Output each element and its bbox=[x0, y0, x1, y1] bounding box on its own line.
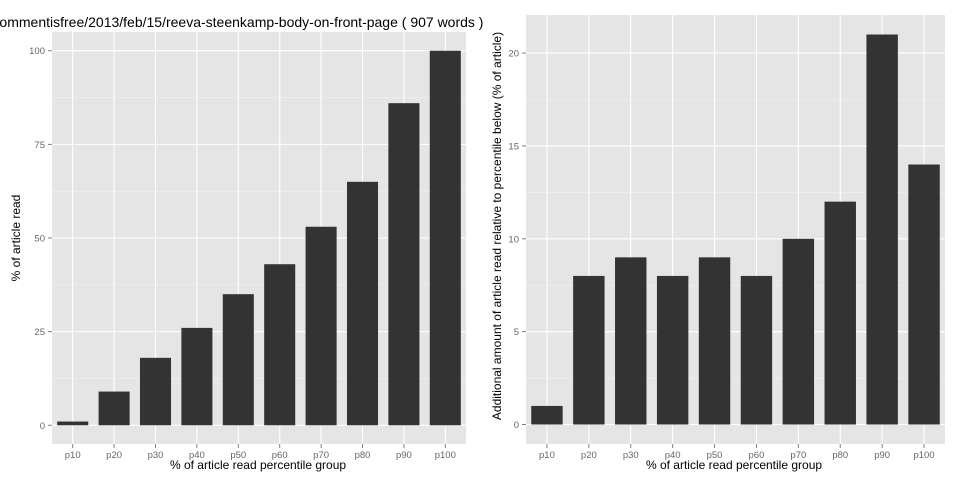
bar-p20 bbox=[573, 275, 605, 425]
y-tick-label: 20 bbox=[508, 49, 519, 60]
y-axis-title: Additional amount of article read relati… bbox=[490, 32, 504, 420]
y-tick-label: 0 bbox=[40, 421, 45, 432]
bar-p40 bbox=[656, 275, 689, 425]
chart-panel-2: 0 5 10 15 20 p10 p20 p30 p40 p50 p60 p70 p80 p90 p100%… bbox=[490, 15, 945, 472]
y-tick-label: 5 bbox=[514, 327, 519, 338]
y-axis-title: % of article read bbox=[9, 195, 23, 282]
x-tick-label: p10 bbox=[65, 450, 81, 461]
x-tick-label: p80 bbox=[832, 450, 848, 461]
x-axis-title: % of article read percentile group bbox=[646, 458, 822, 472]
y-tick-label: 100 bbox=[29, 46, 45, 57]
x-tick-label: p10 bbox=[539, 450, 555, 461]
chart-panel-1: 0 25 50 75 100 p10 p20 p30 p40 p50 p60 p70 p80 p90 p10… bbox=[0, 14, 483, 472]
y-tick-label: 15 bbox=[508, 141, 519, 152]
bar-p70 bbox=[305, 226, 337, 426]
bar-p50 bbox=[222, 294, 254, 426]
y-tick-label: 25 bbox=[34, 327, 45, 338]
y-tick-label: 0 bbox=[514, 420, 519, 431]
bar-p40 bbox=[181, 327, 213, 426]
x-tick-label: p90 bbox=[874, 450, 890, 461]
x-tick-label: p100 bbox=[913, 450, 934, 461]
bar-p20 bbox=[98, 391, 130, 426]
chart-title: /commentisfree/2013/feb/15/reeva-steenka… bbox=[0, 14, 483, 30]
x-tick-label: p20 bbox=[581, 450, 597, 461]
bar-p100 bbox=[908, 164, 940, 425]
x-tick-label: p60 bbox=[272, 450, 288, 461]
bar-p100 bbox=[429, 50, 461, 426]
bar-p80 bbox=[824, 201, 856, 425]
x-tick-label: p20 bbox=[106, 450, 122, 461]
x-tick-label: p50 bbox=[230, 450, 246, 461]
bar-p30 bbox=[139, 357, 172, 426]
bar-p70 bbox=[782, 238, 815, 425]
bar-p50 bbox=[698, 257, 731, 425]
x-tick-label: p80 bbox=[355, 450, 371, 461]
bar-p90 bbox=[388, 103, 420, 426]
y-tick-label: 75 bbox=[34, 140, 45, 151]
x-tick-label: p100 bbox=[435, 450, 456, 461]
bar-p10 bbox=[531, 405, 563, 425]
bar-p30 bbox=[615, 257, 647, 425]
bar-p10 bbox=[57, 421, 89, 426]
x-tick-label: p40 bbox=[665, 450, 681, 461]
x-tick-label: p50 bbox=[707, 450, 723, 461]
x-tick-label: p40 bbox=[189, 450, 205, 461]
bar-p60 bbox=[740, 275, 773, 425]
x-tick-label: p30 bbox=[623, 450, 639, 461]
x-axis-title: % of article read percentile group bbox=[170, 458, 346, 472]
x-tick-label: p70 bbox=[790, 450, 806, 461]
x-tick-label: p30 bbox=[148, 450, 164, 461]
x-tick-label: p70 bbox=[313, 450, 329, 461]
x-tick-label: p90 bbox=[396, 450, 412, 461]
y-tick-label: 10 bbox=[508, 234, 519, 245]
bar-p80 bbox=[346, 181, 379, 426]
bar-p60 bbox=[264, 264, 296, 426]
bar-p90 bbox=[866, 34, 898, 425]
y-tick-label: 50 bbox=[34, 234, 45, 245]
x-tick-label: p60 bbox=[749, 450, 765, 461]
